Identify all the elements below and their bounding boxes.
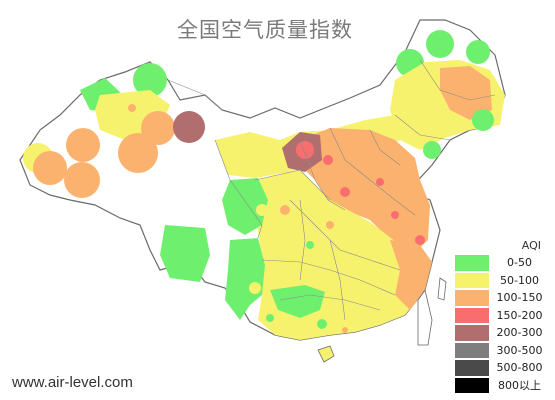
hotspot-1 — [296, 141, 314, 159]
hotspot-7 — [280, 205, 290, 215]
legend-swatch — [454, 376, 490, 394]
legend-label: 100-150 — [496, 291, 543, 305]
website-watermark: www.air-level.com — [12, 374, 133, 391]
legend-swatch — [454, 306, 490, 324]
hotspot-2 — [323, 155, 333, 165]
legend-swatch — [454, 271, 490, 289]
legend-swatch — [454, 359, 490, 377]
hotspot-3 — [340, 187, 350, 197]
south-sea-inset — [417, 289, 433, 346]
legend-title: AQI — [521, 239, 541, 252]
legend-item: 50-100 — [454, 271, 549, 289]
legend-item: 150-200 — [454, 306, 549, 324]
province-borders — [167, 59, 496, 321]
legend-item: 500-800 — [454, 359, 549, 377]
legend-label: 150-200 — [496, 308, 543, 322]
map-title: 全国空气质量指数 — [177, 18, 353, 42]
hotspot-8 — [326, 221, 334, 229]
legend-swatch — [454, 341, 490, 359]
region-southeast-orange — [390, 240, 432, 310]
legend-item: 0-50 — [454, 254, 549, 272]
legend-label: 0-50 — [507, 256, 532, 270]
legend-swatch — [454, 254, 490, 272]
taiwan-island — [437, 277, 447, 301]
hotspot-4 — [376, 178, 384, 186]
legend-item: 300-500 — [454, 341, 549, 359]
legend-item: 200-300 — [454, 324, 549, 342]
region-southwest — [160, 178, 327, 329]
legend-item: 100-150 — [454, 289, 549, 307]
legend-swatch — [454, 289, 490, 307]
aqi-legend: AQI 0-50 50-100 100-150 150-200 200-300 … — [454, 238, 549, 394]
legend-item: 800以上 — [454, 376, 549, 394]
legend-swatch — [454, 324, 490, 342]
region-northeast — [390, 30, 505, 159]
hainan-island — [317, 345, 335, 363]
legend-label: 800以上 — [498, 379, 541, 393]
hotspot-5 — [391, 211, 399, 219]
region-xinjiang — [23, 63, 205, 198]
legend-label: 200-300 — [496, 326, 543, 340]
hotspot-6 — [415, 235, 425, 245]
hotspot-9 — [342, 327, 348, 333]
legend-label: 300-500 — [496, 343, 543, 357]
legend-label: 500-800 — [496, 361, 543, 375]
legend-label: 50-100 — [500, 273, 539, 287]
